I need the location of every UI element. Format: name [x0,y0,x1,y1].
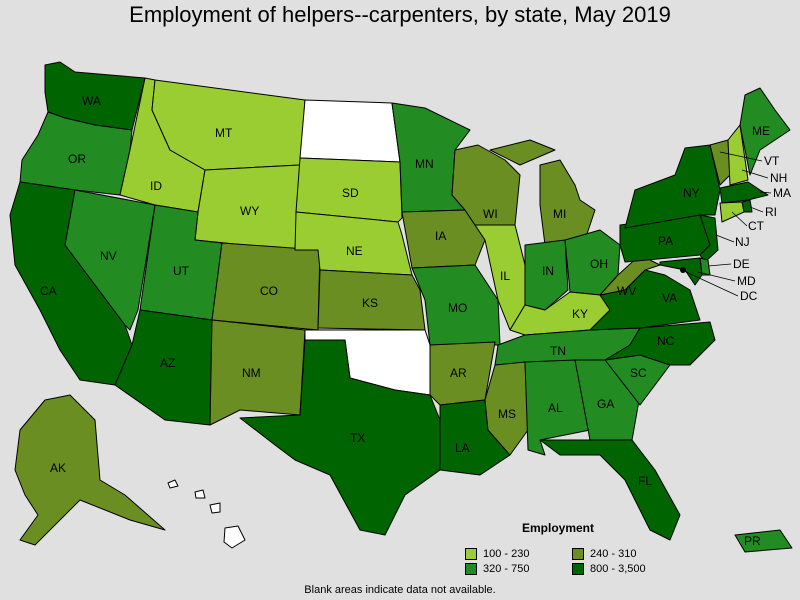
legend-title: Employment [522,521,595,535]
label-or: OR [68,152,86,166]
state-nc[interactable] [604,321,716,366]
label-ny: NY [683,186,700,200]
label-tx: TX [350,431,365,445]
label-pr: PR [744,534,761,548]
label-al: AL [548,401,563,415]
label-il: IL [500,269,510,283]
state-me[interactable] [739,87,791,176]
label-dc: DC [740,289,758,303]
legend-item-100-230: 100 - 230 [465,548,529,560]
label-ga: GA [597,397,614,411]
state-ma[interactable] [719,181,769,204]
label-va: VA [662,291,677,305]
state-nm[interactable] [209,319,306,426]
leader-lines [683,151,772,297]
label-mo: MO [448,301,467,315]
label-nc: NC [657,334,675,348]
legend-item-240-310: 240 - 310 [572,548,636,560]
label-nm: NM [242,366,261,380]
label-me: ME [752,124,770,138]
label-ks: KS [362,296,378,310]
label-ri: RI [765,205,777,219]
state-fl[interactable] [539,439,681,541]
label-az: AZ [160,356,175,370]
label-sc: SC [630,366,647,380]
label-wa: WA [82,94,101,108]
data-note: Blank areas indicate data not available. [304,584,496,596]
state-sd[interactable] [295,157,403,223]
label-fl: FL [638,474,652,488]
state-mi[interactable] [489,139,596,246]
label-ak: AK [50,461,66,475]
legend-swatch [465,563,477,575]
label-ar: AR [450,366,467,380]
legend-swatch [572,548,584,560]
legend-label: 240 - 310 [590,548,637,560]
label-ne: NE [346,244,363,258]
state-labels: WA OR CA NV ID MT WY UT AZ CO NM SD NE K… [40,94,791,548]
state-pr[interactable] [734,529,793,553]
legend-label: 800 - 3,500 [590,563,646,575]
label-mn: MN [415,157,434,171]
label-wi: WI [483,207,498,221]
label-ma: MA [773,186,791,200]
state-ia[interactable] [401,209,486,269]
label-nv: NV [100,249,117,263]
label-vt: VT [764,154,780,168]
state-ny[interactable] [624,144,721,229]
label-mi: MI [553,207,566,221]
label-tn: TN [550,344,566,358]
label-nh: NH [770,171,787,185]
label-la: LA [455,441,470,455]
state-ks[interactable] [317,269,426,331]
legend-item-320-750: 320 - 750 [465,563,529,575]
legend-swatch [572,563,584,575]
label-de: DE [733,257,750,271]
label-ms: MS [498,407,516,421]
label-id: ID [150,179,162,193]
label-md: MD [737,274,756,288]
state-nd[interactable] [299,99,401,163]
label-ia: IA [435,229,446,243]
label-in: IN [542,264,554,278]
label-ky: KY [572,307,588,321]
label-ut: UT [173,264,190,278]
legend-item-800-3500: 800 - 3,500 [572,563,646,575]
label-co: CO [260,284,278,298]
legend-label: 100 - 230 [483,548,530,560]
label-nj: NJ [735,235,750,249]
map-title: Employment of helpers--carpenters, by st… [129,2,671,27]
state-md[interactable] [659,257,703,286]
state-tx[interactable] [239,339,441,536]
state-ak[interactable] [14,394,166,546]
label-pa: PA [658,234,673,248]
state-hi[interactable] [167,479,246,549]
label-wv: WV [617,284,636,298]
label-ct: CT [748,219,765,233]
label-wy: WY [240,204,259,218]
label-mt: MT [215,126,233,140]
label-ca: CA [40,284,57,298]
label-oh: OH [590,257,608,271]
state-in[interactable] [524,239,569,311]
label-sd: SD [342,186,359,200]
state-dc[interactable] [680,267,686,273]
legend-swatch [465,548,477,560]
legend-label: 320 - 750 [483,563,530,575]
